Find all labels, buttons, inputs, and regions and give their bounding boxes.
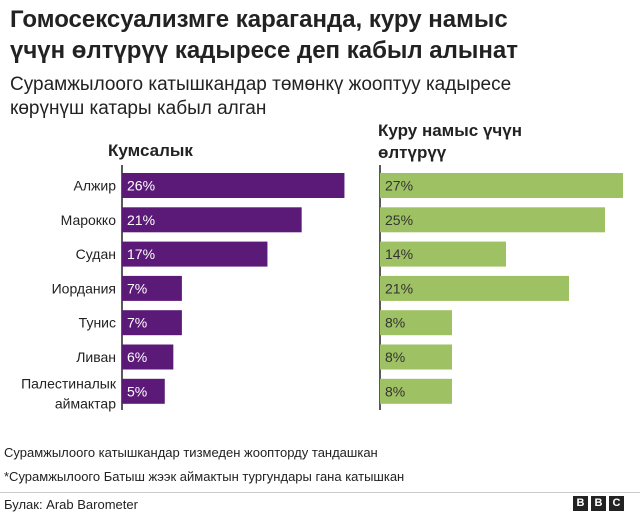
bar-2-4: [380, 310, 452, 336]
category-label-2: Судан: [76, 246, 116, 262]
bar-1-2: [122, 241, 268, 267]
category-label-4: Тунис: [79, 315, 116, 331]
data-label-1-3: 7%: [127, 280, 147, 296]
category-label-6-line-2: аймактар: [55, 395, 116, 411]
data-label-1-4: 7%: [127, 315, 147, 331]
data-label-2-3: 21%: [385, 280, 413, 296]
right-panel-title-line-1: Куру намыс үчүн: [378, 121, 522, 140]
data-label-2-0: 27%: [385, 178, 413, 194]
bar-2-0: [380, 173, 623, 198]
data-label-2-2: 14%: [385, 246, 413, 262]
footnote-1: Сурамжылоого катышкандар тизмеден жоопто…: [4, 445, 378, 460]
chart-title: Гомосексуализмге караганда, куру намыс ү…: [10, 4, 635, 66]
data-label-1-6: 5%: [127, 383, 147, 399]
bbc-logo-letter-1: B: [573, 496, 588, 511]
subtitle-line-1: Сурамжылоого катышкандар төмөнкү жооптуу…: [10, 74, 512, 95]
bar-2-5: [380, 344, 452, 370]
bar-2-2: [380, 241, 506, 267]
category-label-6-line-1: Палестиналык: [21, 375, 117, 391]
bbc-logo-letter-3: C: [609, 496, 624, 511]
bar-1-1: [122, 207, 302, 233]
data-label-1-0: 26%: [127, 178, 155, 194]
data-label-2-4: 8%: [385, 315, 405, 331]
footnote-2: *Сурамжылоого Батыш жээк аймактын тургун…: [4, 469, 405, 484]
data-label-2-6: 8%: [385, 383, 405, 399]
bar-chart: Алжир Марокко Судан Иордания Тунис Ливан Палес…: [21, 165, 623, 411]
data-label-1-1: 21%: [127, 212, 155, 228]
data-label-1-5: 6%: [127, 349, 147, 365]
right-panel-title-line-2: өлтүрүү: [378, 143, 447, 162]
bar-2-3: [380, 275, 569, 301]
category-label-0: Алжир: [74, 178, 117, 194]
right-panel-title: Куру намыс үчүн өлтүрүү: [378, 120, 522, 164]
chart-subtitle: Сурамжылоого катышкандар төмөнкү жооптуу…: [10, 73, 635, 121]
bar-1-4: [122, 310, 182, 336]
category-label-1: Марокко: [61, 212, 117, 228]
title-line-2: үчүн өлтүрүү кадыресе деп кабыл алынат: [10, 37, 518, 64]
bar-2-6: [380, 378, 452, 404]
bar-1-6: [122, 378, 165, 404]
data-label-1-2: 17%: [127, 246, 155, 262]
data-label-2-1: 25%: [385, 212, 413, 228]
title-line-1: Гомосексуализмге караганда, куру намыс: [10, 6, 508, 33]
category-label-5: Ливан: [76, 349, 116, 365]
category-label-3: Иордания: [52, 280, 116, 296]
footer-divider: [0, 492, 640, 493]
bbc-logo: B B C: [573, 496, 624, 511]
left-panel-title: Кумсалык: [108, 141, 193, 160]
subtitle-line-2: көрүнүш катары кабыл алган: [10, 98, 267, 119]
bar-2-1: [380, 207, 605, 233]
bbc-logo-letter-2: B: [591, 496, 606, 511]
bar-1-5: [122, 344, 174, 370]
bar-1-0: [122, 173, 345, 198]
data-label-2-5: 8%: [385, 349, 405, 365]
bar-1-3: [122, 275, 182, 301]
source-text: Булак: Arab Barometer: [4, 497, 138, 512]
